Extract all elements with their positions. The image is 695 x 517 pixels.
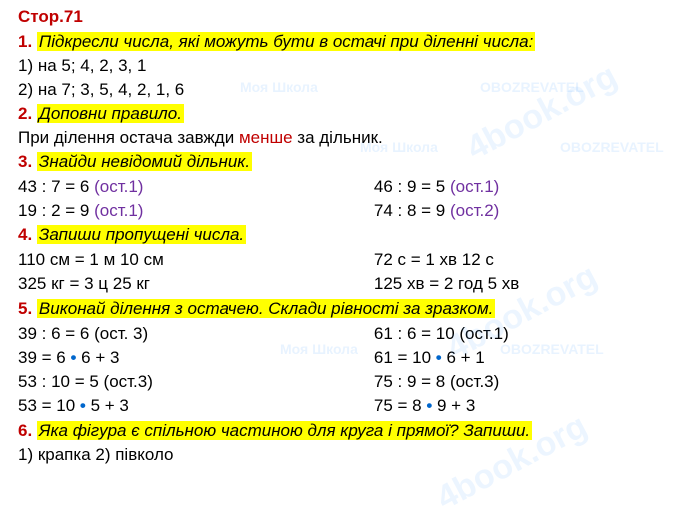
task5-l1: 39 : 6 = 6 (ост. 3)	[18, 323, 374, 346]
task3-num: 3.	[18, 152, 32, 171]
task2-num: 2.	[18, 104, 32, 123]
task3-r1-rem: (ост.1)	[450, 177, 499, 196]
task5-l2-a: 39 = 6	[18, 348, 70, 367]
task6-answer: 1) крапка 2) півколо	[18, 444, 677, 467]
task3-r1-expr: 46 : 9 = 5	[374, 177, 450, 196]
task4-num: 4.	[18, 225, 32, 244]
task5-l2-b: 6 + 3	[76, 348, 119, 367]
task1-num: 1.	[18, 32, 32, 51]
task5-num: 5.	[18, 299, 32, 318]
task2-text-after: за дільник.	[293, 128, 383, 147]
task3-col-left: 43 : 7 = 6 (ост.1) 19 : 2 = 9 (ост.1)	[18, 175, 374, 224]
task2-answer: При ділення остача завжди менше за дільн…	[18, 127, 677, 150]
task5-r3: 75 : 9 = 8 (ост.3)	[374, 371, 677, 394]
task3-l2-expr: 19 : 2 = 9	[18, 201, 94, 220]
task4-prompt-line: 4. Запиши пропущені числа.	[18, 224, 677, 247]
task5-r4: 75 = 8 • 9 + 3	[374, 395, 677, 418]
task5-l2: 39 = 6 • 6 + 3	[18, 347, 374, 370]
task4-prompt: Запиши пропущені числа.	[37, 225, 246, 244]
task5-prompt-line: 5. Виконай ділення з остачею. Склади рів…	[18, 298, 677, 321]
task4-columns: 110 см = 1 м 10 см 325 кг = 3 ц 25 кг 72…	[18, 248, 677, 297]
task3-l2: 19 : 2 = 9 (ост.1)	[18, 200, 374, 223]
task5-prompt: Виконай ділення з остачею. Склади рівнос…	[37, 299, 495, 318]
task4-col-left: 110 см = 1 м 10 см 325 кг = 3 ц 25 кг	[18, 248, 374, 297]
task1-line1: 1) на 5; 4, 2, 3, 1	[18, 55, 677, 78]
task6-prompt-line: 6. Яка фігура є спільною частиною для кр…	[18, 420, 677, 443]
task4-r2: 125 хв = 2 год 5 хв	[374, 273, 677, 296]
task2-red-word: менше	[239, 128, 293, 147]
task5-r4-b: 9 + 3	[432, 396, 475, 415]
task6-prompt: Яка фігура є спільною частиною для круга…	[37, 421, 532, 440]
task5-columns: 39 : 6 = 6 (ост. 3) 39 = 6 • 6 + 3 53 : …	[18, 322, 677, 419]
task5-r2-b: 6 + 1	[442, 348, 485, 367]
task1-prompt: Підкресли числа, які можуть бути в остач…	[37, 32, 535, 51]
task5-l4-a: 53 = 10	[18, 396, 80, 415]
task2-text-before: При ділення остача завжди	[18, 128, 239, 147]
task5-r2-a: 61 = 10	[374, 348, 436, 367]
task3-r2-rem: (ост.2)	[450, 201, 499, 220]
task5-l3: 53 : 10 = 5 (ост.3)	[18, 371, 374, 394]
task5-r4-a: 75 = 8	[374, 396, 426, 415]
task5-l4: 53 = 10 • 5 + 3	[18, 395, 374, 418]
task5-l4-b: 5 + 3	[86, 396, 129, 415]
task3-l1-expr: 43 : 7 = 6	[18, 177, 94, 196]
task3-prompt: Знайди невідомий дільник.	[37, 152, 252, 171]
task4-r1: 72 с = 1 хв 12 с	[374, 249, 677, 272]
task6-num: 6.	[18, 421, 32, 440]
task4-l2: 325 кг = 3 ц 25 кг	[18, 273, 374, 296]
task3-r2: 74 : 8 = 9 (ост.2)	[374, 200, 677, 223]
task3-prompt-line: 3. Знайди невідомий дільник.	[18, 151, 677, 174]
task5-col-left: 39 : 6 = 6 (ост. 3) 39 = 6 • 6 + 3 53 : …	[18, 322, 374, 419]
task5-r2: 61 = 10 • 6 + 1	[374, 347, 677, 370]
task2-prompt-line: 2. Доповни правило.	[18, 103, 677, 126]
page-header: Стор.71	[18, 6, 677, 29]
task3-columns: 43 : 7 = 6 (ост.1) 19 : 2 = 9 (ост.1) 46…	[18, 175, 677, 224]
task3-l2-rem: (ост.1)	[94, 201, 143, 220]
task1-line2: 2) на 7; 3, 5, 4, 2, 1, 6	[18, 79, 677, 102]
task3-l1-rem: (ост.1)	[94, 177, 143, 196]
task3-r2-expr: 74 : 8 = 9	[374, 201, 450, 220]
task5-r1: 61 : 6 = 10 (ост.1)	[374, 323, 677, 346]
task5-col-right: 61 : 6 = 10 (ост.1) 61 = 10 • 6 + 1 75 :…	[374, 322, 677, 419]
task3-r1: 46 : 9 = 5 (ост.1)	[374, 176, 677, 199]
task1-prompt-line: 1. Підкресли числа, які можуть бути в ос…	[18, 31, 677, 54]
task3-l1: 43 : 7 = 6 (ост.1)	[18, 176, 374, 199]
task4-col-right: 72 с = 1 хв 12 с 125 хв = 2 год 5 хв	[374, 248, 677, 297]
task3-col-right: 46 : 9 = 5 (ост.1) 74 : 8 = 9 (ост.2)	[374, 175, 677, 224]
task4-l1: 110 см = 1 м 10 см	[18, 249, 374, 272]
task2-prompt: Доповни правило.	[37, 104, 184, 123]
page: 4book.org 4book.org 4book.org Моя Школа …	[0, 0, 695, 478]
